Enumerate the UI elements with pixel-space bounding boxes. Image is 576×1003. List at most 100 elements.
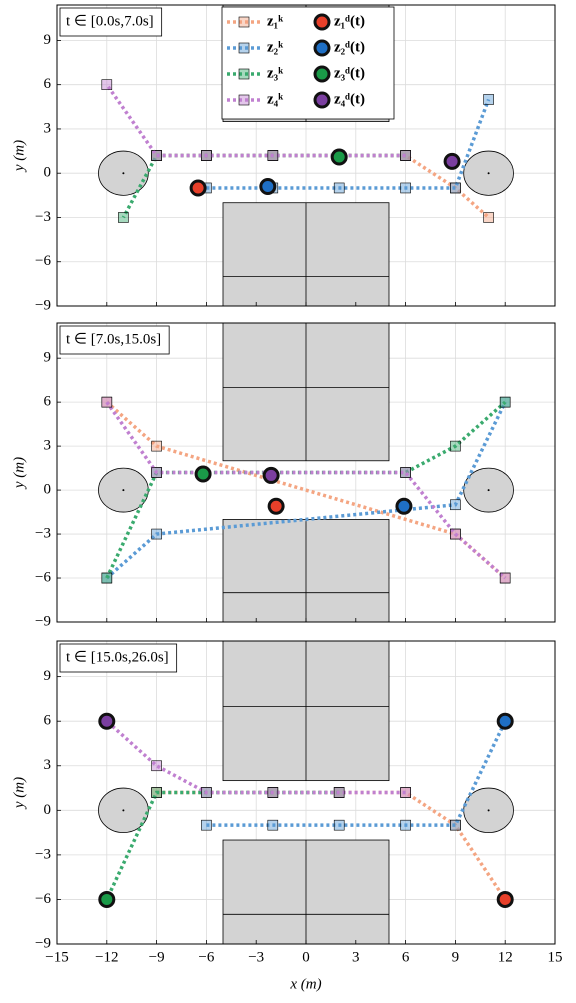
- waypoint: [334, 183, 344, 193]
- waypoint: [484, 94, 494, 104]
- y-tick-label: 0: [44, 802, 52, 818]
- y-tick-label: 3: [44, 120, 52, 136]
- y-tick-label: −6: [35, 891, 51, 907]
- legend-label: z₃ᵈ(t): [334, 65, 365, 81]
- legend-label: z₁ᵈ(t): [334, 13, 365, 29]
- target: [196, 467, 210, 481]
- target: [498, 714, 512, 728]
- waypoint: [401, 468, 411, 478]
- waypoint: [118, 212, 128, 222]
- x-tick-label: 6: [402, 949, 410, 965]
- x-axis-label: x (m): [289, 976, 321, 992]
- waypoint: [401, 788, 411, 798]
- waypoint: [102, 573, 112, 583]
- x-tick-label: 3: [352, 949, 360, 965]
- waypoint: [401, 820, 411, 830]
- waypoint: [152, 468, 162, 478]
- x-tick-label: 0: [302, 949, 310, 965]
- waypoint: [401, 183, 411, 193]
- waypoint: [450, 441, 460, 451]
- x-tick-label: −9: [149, 949, 165, 965]
- waypoint: [102, 80, 112, 90]
- legend-label: z₄ᵏ: [267, 91, 283, 107]
- y-tick-label: 9: [44, 32, 52, 48]
- legend-label: z₁ᵏ: [267, 13, 283, 29]
- target: [498, 892, 512, 906]
- waypoint: [500, 397, 510, 407]
- y-tick-label: 0: [44, 482, 52, 498]
- waypoint: [201, 788, 211, 798]
- waypoint: [334, 820, 344, 830]
- y-tick-label: −6: [35, 253, 51, 269]
- waypoint: [401, 151, 411, 161]
- x-tick-label: −12: [95, 949, 118, 965]
- target: [332, 150, 346, 164]
- y-axis-label: y (m): [11, 457, 27, 490]
- waypoint: [268, 820, 278, 830]
- y-tick-label: 3: [44, 438, 52, 454]
- legend-marker: [239, 95, 249, 105]
- y-tick-label: 6: [44, 76, 52, 92]
- center-dot: [488, 809, 490, 811]
- waypoint: [450, 183, 460, 193]
- y-tick-label: 6: [44, 713, 52, 729]
- center-dot: [488, 172, 490, 174]
- waypoint: [201, 820, 211, 830]
- y-tick-label: −3: [35, 846, 51, 862]
- x-tick-label: 15: [548, 949, 563, 965]
- waypoint: [152, 761, 162, 771]
- x-tick-label: −6: [198, 949, 214, 965]
- waypoint: [484, 212, 494, 222]
- legend-label: z₂ᵏ: [267, 39, 283, 55]
- y-tick-label: −9: [35, 935, 51, 951]
- center-dot: [488, 489, 490, 491]
- legend-marker: [315, 41, 329, 55]
- waypoint: [152, 529, 162, 539]
- waypoint: [450, 500, 460, 510]
- x-tick-label: 12: [498, 949, 513, 965]
- waypoint: [334, 788, 344, 798]
- y-tick-label: 6: [44, 394, 52, 410]
- target: [261, 179, 275, 193]
- center-dot: [122, 489, 124, 491]
- y-tick-label: −3: [35, 209, 51, 225]
- waypoint: [450, 820, 460, 830]
- y-axis-label: y (m): [11, 777, 27, 810]
- panel-title: t ∈ [0.0s,7.0s]: [66, 13, 154, 29]
- legend-marker: [315, 67, 329, 81]
- y-tick-label: −3: [35, 525, 51, 541]
- waypoint: [268, 788, 278, 798]
- legend-label: z₄ᵈ(t): [334, 91, 365, 107]
- x-tick-label: 9: [452, 949, 460, 965]
- panel-title: t ∈ [7.0s,15.0s]: [66, 331, 161, 347]
- target: [269, 499, 283, 513]
- target: [100, 714, 114, 728]
- x-tick-label: −3: [248, 949, 264, 965]
- legend-marker: [239, 43, 249, 53]
- target: [445, 154, 459, 168]
- y-tick-label: −6: [35, 569, 51, 585]
- figure: −9 −6 −3 0 3 6 9 t ∈ [0.0s,7.0s] y (m) z₁ᵏ z₂ᵏ z₃ᵏ z…: [0, 0, 576, 1003]
- waypoint: [500, 573, 510, 583]
- legend-label: z₂ᵈ(t): [334, 39, 365, 55]
- center-dot: [122, 809, 124, 811]
- target: [191, 181, 205, 195]
- legend-label: z₃ᵏ: [267, 65, 283, 81]
- legend-marker: [315, 93, 329, 107]
- legend-marker: [239, 69, 249, 79]
- y-tick-label: 9: [44, 350, 52, 366]
- y-tick-label: −9: [35, 297, 51, 313]
- waypoint: [450, 529, 460, 539]
- waypoint: [201, 151, 211, 161]
- x-tick-label: −15: [45, 949, 68, 965]
- waypoint: [268, 151, 278, 161]
- y-tick-label: 0: [44, 165, 52, 181]
- legend-marker: [315, 15, 329, 29]
- y-tick-label: 9: [44, 668, 52, 684]
- center-dot: [122, 172, 124, 174]
- legend-marker: [239, 17, 249, 27]
- panel-title: t ∈ [15.0s,26.0s]: [66, 649, 169, 665]
- target: [100, 892, 114, 906]
- target: [264, 468, 278, 482]
- plot-area: [57, 314, 555, 636]
